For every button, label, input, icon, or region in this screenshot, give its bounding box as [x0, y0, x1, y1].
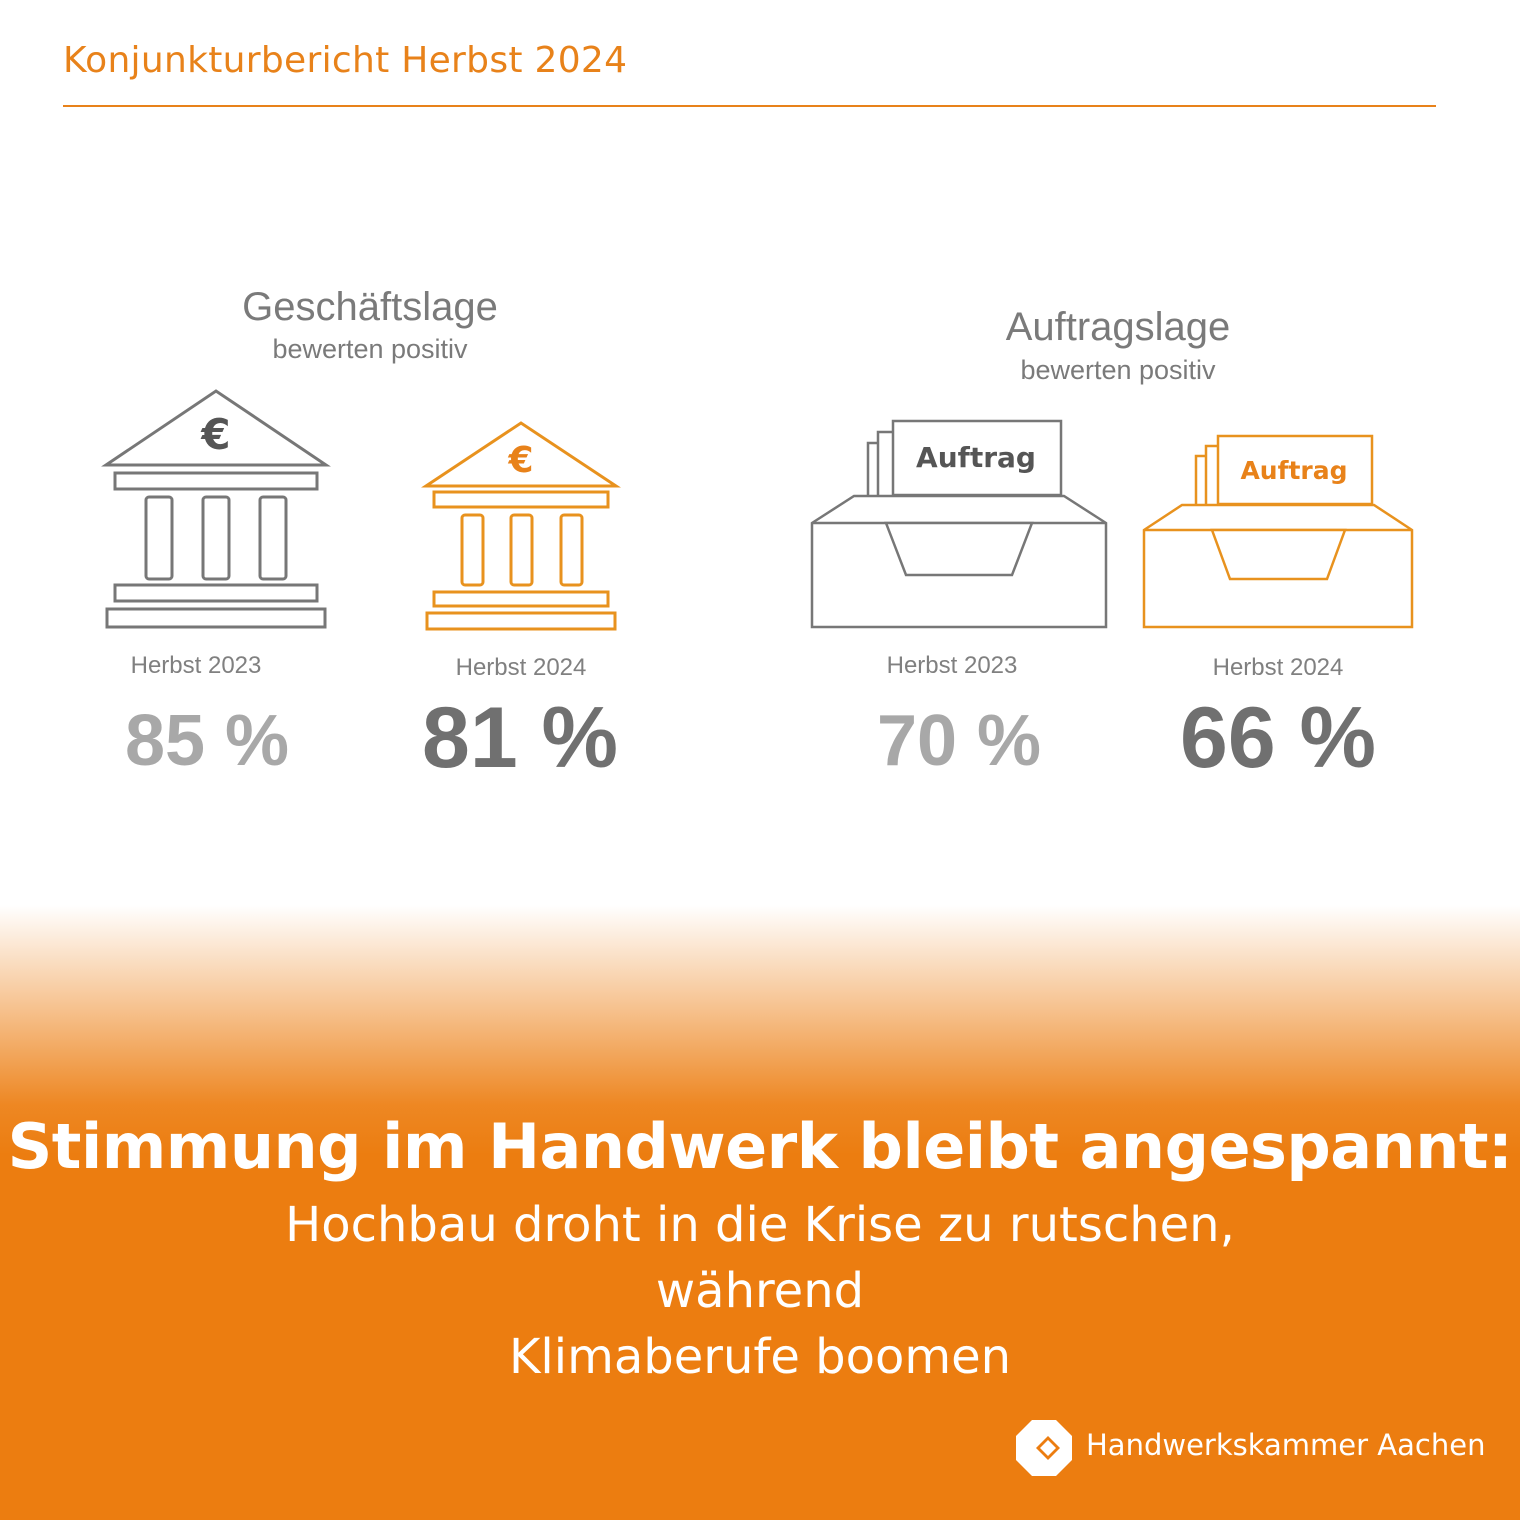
headline-band: [0, 905, 1520, 1520]
value-auftragslage-2024: 66 %: [1179, 690, 1377, 786]
header-divider: [63, 105, 1436, 107]
period-label: Herbst 2024: [1212, 654, 1344, 681]
order-tray-icon: Auftrag: [1142, 434, 1414, 629]
period-label: Herbst 2023: [886, 652, 1018, 679]
period-label: Herbst 2024: [455, 654, 587, 681]
subheadline-line-1: Hochbau droht in die Krise zu rutschen, …: [285, 1197, 1235, 1319]
order-tray-icon-label: Auftrag: [1240, 456, 1347, 485]
logo-text: Handwerkskammer Aachen: [1086, 1428, 1486, 1462]
subheadline-line-2: Klimaberufe boomen: [508, 1329, 1012, 1385]
headline: Stimmung im Handwerk bleibt angespannt:: [7, 1110, 1513, 1183]
section-title-auftragslage: Auftragslage: [1005, 305, 1231, 349]
section-subtitle-geschaeftslage: bewerten positiv: [272, 334, 468, 364]
subheadline: Hochbau droht in die Krise zu rutschen, …: [200, 1192, 1320, 1390]
value-auftragslage-2023: 70 %: [876, 701, 1042, 781]
hwk-logo-icon: [1016, 1420, 1072, 1476]
bank-icon-symbol: €: [200, 410, 230, 459]
bank-icon-symbol: €: [507, 440, 533, 481]
bank-icon: €: [101, 389, 331, 629]
section-subtitle-auftragslage: bewerten positiv: [1020, 355, 1216, 385]
page-header-title: Konjunkturbericht Herbst 2024: [63, 40, 628, 81]
period-label: Herbst 2023: [130, 652, 262, 679]
order-tray-icon-label: Auftrag: [916, 441, 1036, 474]
bank-icon: €: [421, 421, 621, 631]
order-tray-icon: Auftrag: [810, 419, 1108, 629]
value-geschaeftslage-2024: 81 %: [421, 690, 619, 786]
value-geschaeftslage-2023: 85 %: [124, 701, 290, 781]
section-title-geschaeftslage: Geschäftslage: [242, 285, 498, 329]
